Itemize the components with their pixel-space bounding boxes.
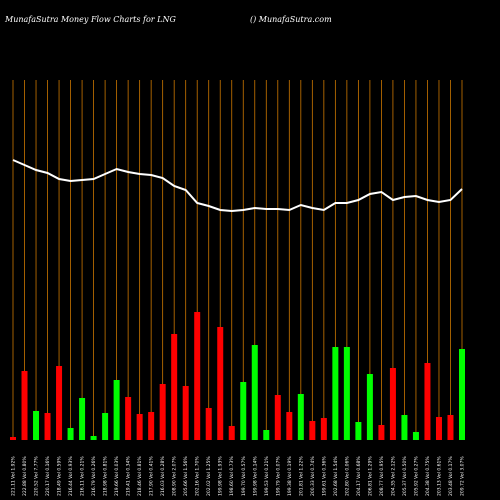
x-tick-label: 205.37 Vol 0.50% [402,456,408,496]
bar [459,349,465,440]
bar [148,412,155,440]
x-tick-label: 202.16 Vol 1.70% [195,456,201,496]
x-tick-label: 203.13 Vol 0.61% [436,456,442,496]
x-tick-label: 218.46 Vol 0.81% [137,456,143,496]
bar [125,397,132,440]
chart-title: MunafaSutra Money Flow Charts for LNG [4,15,176,24]
bar [33,411,40,440]
x-tick-label: 205.66 Vol 1.56% [183,456,189,496]
x-tick-label: 199.98 Vol 1.93% [218,456,224,496]
bar [90,436,97,440]
x-tick-label: 202.80 Vol 0.06% [344,456,350,496]
bar [251,345,258,440]
x-tick-label: 199.38 Vol 0.19% [287,456,293,496]
bar [424,363,431,440]
bar [205,408,212,440]
bar [228,426,235,440]
bar [79,398,86,440]
bar [113,380,120,440]
x-tick-label: 208.90 Vol 2.07% [172,456,178,496]
x-tick-label: 199.70 Vol 0.57% [241,456,247,496]
x-tick-label: 219.66 Vol 0.03% [114,456,120,496]
x-tick-label: 204.38 Vol 0.75% [425,456,431,496]
x-tick-label: 198.60 Vol 0.73% [229,456,235,496]
x-tick-label: 204.17 Vol 0.68% [356,456,362,496]
bar [67,428,74,440]
chart-subtitle: () MunafaSutra.com [250,15,332,24]
bar [389,368,396,440]
bar [366,374,373,440]
x-tick-label: 199.53 Vol 0.21% [264,456,270,496]
x-tick-label: 220.52 Vol 7.77% [34,456,40,496]
bar [10,437,16,440]
x-tick-label: 203.48 Vol 0.17% [448,456,454,496]
bar [217,327,224,440]
x-tick-label: 218.98 Vol 0.81% [103,456,109,496]
bar [297,394,304,440]
x-tick-label: 220.17 Vol 0.16% [45,456,51,496]
bar [401,415,408,440]
x-tick-label: 202.68 Vol 1.54% [333,456,339,496]
x-tick-label: 199.98 Vol 0.14% [252,456,258,496]
bar [194,312,201,440]
x-tick-label: 216.44 Vol 0.93% [68,456,74,496]
x-tick-label: 204.35 Vol 2.12% [390,456,396,496]
bar [171,334,178,440]
bar [263,430,270,440]
bar [320,418,327,440]
bar [309,421,316,440]
x-tick-label: 208.77 Vol 0.95% [379,456,385,496]
bar [102,413,109,440]
x-tick-label: 205.92 Vol 0.27% [413,456,419,496]
bar [44,413,51,440]
x-tick-label: 216.11 Vol 0.21% [80,456,86,496]
bar [355,422,362,440]
x-tick-label: 209.72 Vol 3.07% [460,456,466,496]
x-tick-label: 222.88 Vol 0.80% [22,456,28,496]
x-tick-label: 200.33 Vol 0.74% [310,456,316,496]
x-tick-label: 219.41 Vol 0.34% [126,456,132,496]
bar [286,412,293,440]
x-tick-label: 217.90 Vol 0.41% [149,456,155,496]
x-tick-label: 206.81 Vol 1.29% [367,456,373,496]
bar [332,347,339,440]
bar [274,395,281,440]
bar [435,417,442,440]
bar [136,414,143,440]
bar [21,371,28,440]
bar [378,425,385,440]
bar [56,366,63,440]
x-tick-label: 199.61 Vol 0.36% [321,456,327,496]
x-tick-label: 216.79 Vol 0.26% [91,456,97,496]
bar [182,386,189,440]
bar [412,432,419,440]
x-tick-label: 221.11 Vol 1.92% [11,456,17,496]
x-tick-label: 199.79 Vol 0.07% [275,456,281,496]
bar [159,384,166,440]
x-tick-label: 218.49 Vol 0.59% [57,456,63,496]
x-tick-label: 201.81 Vol 1.22% [298,456,304,496]
x-tick-label: 216.03 Vol 0.28% [160,456,166,496]
bar [343,347,350,440]
bar [240,382,247,440]
money-flow-line [12,159,463,213]
bar [447,415,454,440]
x-tick-label: 202.02 Vol 1.25% [206,456,212,496]
